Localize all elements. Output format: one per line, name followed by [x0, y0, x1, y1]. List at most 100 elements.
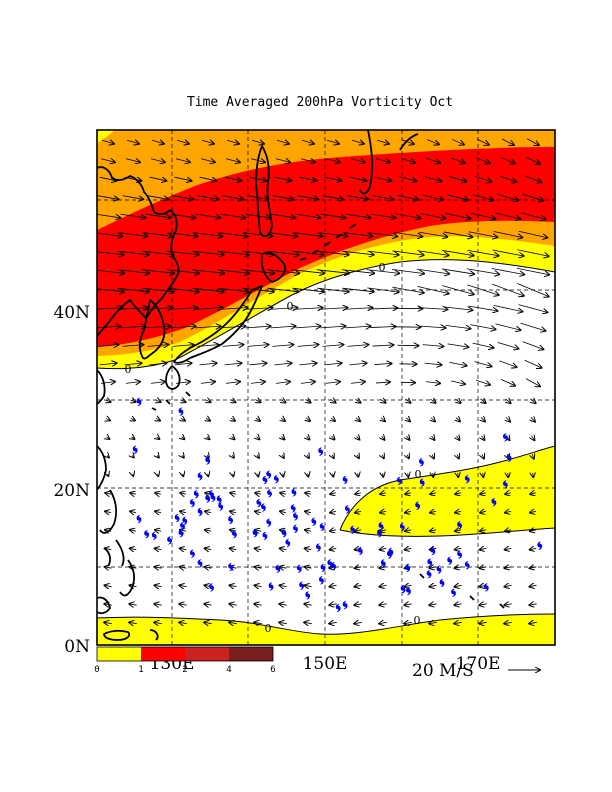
- wind-vector: [449, 362, 466, 365]
- wind-vector: [325, 159, 340, 163]
- wind-vector: [233, 474, 234, 477]
- wind-vector: [468, 231, 498, 238]
- wind-vector: [280, 400, 285, 403]
- wind-vector: [442, 250, 473, 255]
- wind-vector: [329, 585, 337, 586]
- wind-vector: [441, 268, 474, 274]
- wind-vector: [425, 382, 440, 384]
- wind-vector: [407, 455, 409, 459]
- wind-vector: [456, 418, 460, 422]
- wind-vector: [268, 232, 298, 237]
- wind-vector: [505, 548, 512, 549]
- wind-vector: [247, 345, 269, 347]
- wind-vector: [500, 379, 515, 385]
- wind-vector: [416, 268, 449, 274]
- wind-vector: [245, 326, 271, 328]
- wind-vector: [142, 287, 173, 292]
- wind-vector: [292, 287, 323, 292]
- wind-vector: [274, 363, 291, 365]
- wind-vector: [255, 548, 262, 549]
- contour-zero-east: [339, 445, 555, 537]
- wind-vector: [341, 269, 374, 274]
- wind-vector: [97, 213, 121, 218]
- wind-vector: [293, 308, 323, 310]
- wind-vector: [322, 195, 344, 200]
- wind-vector: [122, 195, 144, 200]
- wind-vector: [125, 382, 140, 384]
- wind-vector: [454, 604, 462, 605]
- coastline-ryukyu: [151, 391, 191, 411]
- wind-vector: [432, 436, 435, 440]
- wind-vector: [324, 363, 341, 365]
- wind-vector: [450, 381, 465, 384]
- colorbar: 0 1 2 4 6: [94, 646, 276, 675]
- wind-vector: [443, 306, 473, 310]
- wind-vector: [530, 399, 535, 403]
- wind-vector: [104, 585, 112, 586]
- wind-vector: [280, 567, 287, 568]
- wind-vector: [382, 436, 385, 439]
- wind-vector: [532, 454, 534, 458]
- wind-vector: [304, 622, 312, 623]
- wind-vector: [217, 287, 248, 292]
- wind-vector: [97, 308, 123, 310]
- wind-vector: [197, 345, 219, 347]
- wind-vector: [277, 140, 289, 144]
- wind-vector: [180, 511, 187, 512]
- wind-vector: [102, 140, 114, 144]
- wind-vector: [418, 231, 448, 237]
- wind-vector: [175, 382, 190, 384]
- wind-vector: [517, 283, 548, 296]
- wind-vector: [217, 250, 248, 255]
- wind-vector: [447, 194, 469, 200]
- wind-vector: [200, 159, 215, 163]
- wind-vector: [281, 418, 285, 421]
- wind-vector: [205, 567, 212, 568]
- wind-vector: [97, 345, 119, 347]
- wind-vector: [506, 417, 510, 421]
- wind-vector: [127, 140, 139, 144]
- wind-vector: [104, 604, 112, 605]
- wind-vector: [227, 140, 239, 144]
- wind-vector: [280, 548, 287, 549]
- wind-vector: [455, 530, 462, 531]
- wind-vector: [529, 622, 537, 623]
- wind-vector: [105, 400, 110, 402]
- wind-vector: [320, 213, 346, 218]
- wind-vector: [372, 195, 394, 200]
- wind-vector: [305, 493, 311, 494]
- wind-vector: [97, 233, 123, 237]
- wind-vector: [130, 548, 137, 549]
- wind-vector: [404, 622, 412, 623]
- wind-vector: [380, 567, 387, 568]
- wind-vector: [150, 382, 165, 384]
- wind-vector: [254, 604, 262, 605]
- wind-vector: [349, 363, 366, 365]
- wind-vector: [342, 287, 373, 292]
- wind-vector: [204, 622, 212, 623]
- wind-vector: [224, 363, 241, 365]
- wind-vector: [105, 493, 111, 494]
- wind-vector: [231, 418, 235, 421]
- wind-vector: [130, 493, 136, 494]
- wind-vector: [529, 604, 537, 605]
- wind-vector: [274, 176, 292, 181]
- coastline-new-guinea: [103, 629, 159, 641]
- wind-vector: [329, 622, 337, 623]
- wind-vector: [495, 323, 521, 330]
- wind-vector: [232, 455, 234, 458]
- wind-vector: [530, 567, 537, 568]
- wind-vector: [268, 308, 298, 310]
- wind-vector: [529, 585, 537, 586]
- wind-vector: [293, 232, 323, 237]
- contour-labels: 0 0 0 0 0 0: [125, 261, 422, 635]
- wind-vector: [420, 326, 446, 328]
- wind-vector: [255, 567, 262, 568]
- wind-vector: [307, 455, 309, 458]
- wind-vector: [170, 326, 196, 328]
- wind-vector: [192, 287, 223, 292]
- wind-vector: [145, 213, 171, 218]
- wind-vector: [474, 175, 492, 182]
- wind-vector: [222, 195, 244, 200]
